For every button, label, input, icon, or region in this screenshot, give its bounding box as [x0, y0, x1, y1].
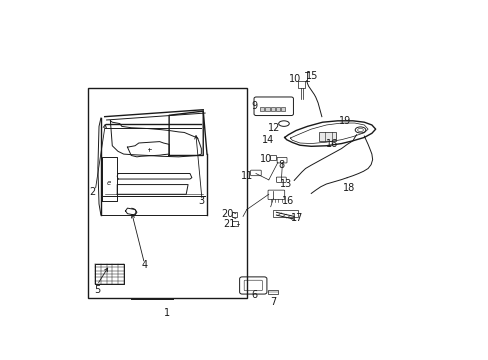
Bar [270, 107, 274, 111]
Text: 4: 4 [141, 260, 147, 270]
Text: 16: 16 [281, 195, 293, 206]
Text: 17: 17 [290, 213, 303, 224]
Text: 15: 15 [305, 71, 318, 81]
Text: 18: 18 [342, 184, 355, 193]
Bar [281, 107, 285, 111]
Text: 7: 7 [269, 297, 276, 307]
Text: 10: 10 [259, 154, 271, 164]
Text: 3: 3 [198, 196, 204, 206]
Bar [260, 107, 264, 111]
Text: 16: 16 [325, 139, 338, 149]
Bar [269, 155, 275, 160]
Text: 12: 12 [267, 123, 280, 133]
Text: 11: 11 [240, 171, 252, 181]
Bar [318, 132, 335, 141]
Text: 14: 14 [261, 135, 273, 145]
Bar [231, 212, 237, 217]
Text: 20: 20 [221, 209, 234, 219]
Text: 2: 2 [89, 186, 95, 197]
Text: 19: 19 [338, 116, 350, 126]
Bar [95, 264, 123, 284]
Bar [297, 81, 304, 87]
Bar [265, 107, 269, 111]
Text: 6: 6 [251, 291, 257, 301]
Bar [232, 221, 237, 226]
Text: 1: 1 [164, 309, 170, 319]
Text: 8: 8 [278, 160, 284, 170]
Bar [273, 210, 297, 217]
Bar [275, 107, 280, 111]
Bar [267, 290, 278, 294]
Text: 10: 10 [288, 74, 301, 84]
Text: 9: 9 [251, 101, 257, 111]
Text: 13: 13 [280, 179, 292, 189]
Text: 21: 21 [223, 219, 235, 229]
Bar [87, 87, 246, 298]
Text: e: e [106, 180, 111, 185]
Text: 5: 5 [94, 285, 100, 295]
